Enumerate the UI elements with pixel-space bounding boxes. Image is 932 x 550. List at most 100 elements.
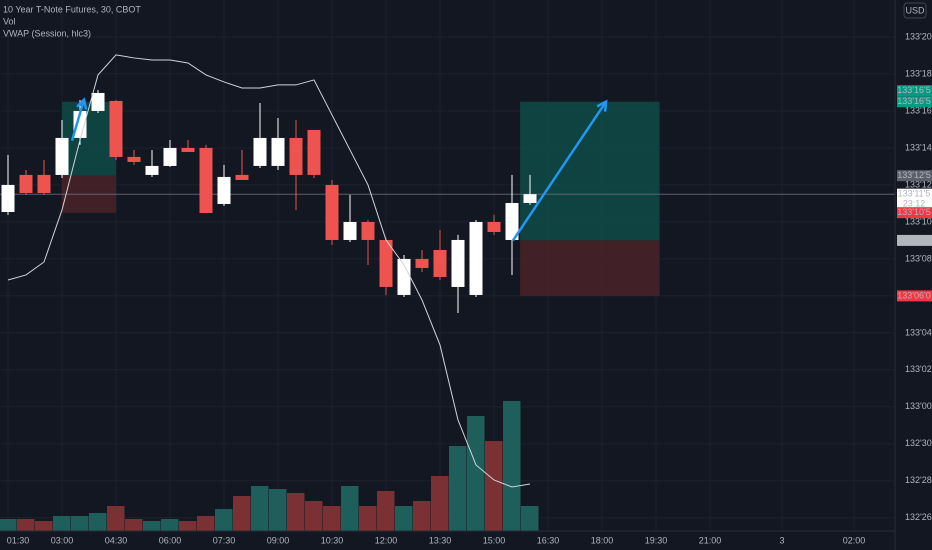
volume-bar [197, 516, 215, 531]
price-label-box [897, 234, 932, 246]
volume-bar [521, 506, 539, 531]
y-tick-label: 133'02'0 [905, 364, 932, 374]
candle-body [55, 137, 69, 175]
stop-zone [520, 240, 660, 296]
price-label-box [897, 290, 932, 302]
volume-bar [323, 506, 341, 531]
profit-zone [62, 101, 116, 176]
volume-bar [125, 519, 143, 531]
price-label: 133'09'0 [897, 235, 930, 245]
indicator-label: Vol [3, 16, 16, 26]
arrow-head [596, 99, 608, 112]
x-tick-label: 07:30 [213, 535, 236, 545]
price-label: 133'10'5 [897, 207, 930, 217]
candle-body [505, 202, 519, 240]
y-tick-label: 133'18'0 [905, 68, 932, 78]
x-tick-label: 12:00 [375, 535, 398, 545]
price-label: 133'16'5 [897, 85, 930, 95]
countdown: 23:12 [903, 199, 926, 209]
candle-body [325, 184, 339, 240]
arrow [511, 101, 608, 242]
volume-bar [233, 496, 251, 531]
y-tick-label: 132'28'0 [905, 475, 932, 485]
candle-body [397, 258, 411, 295]
x-tick-label: 06:00 [159, 535, 182, 545]
x-tick-label: 01:30 [7, 535, 30, 545]
price-label-box [897, 85, 932, 97]
price-label-box [897, 96, 932, 108]
volume-bar [53, 516, 71, 531]
volume-bar [431, 476, 449, 531]
x-tick-label: 16:30 [537, 535, 560, 545]
price-label: 133'16'5 [897, 96, 930, 106]
arrow-head [76, 97, 88, 110]
y-tick-label: 133'12'0 [905, 179, 932, 189]
volume-bar [359, 506, 377, 531]
volume-bar [89, 513, 107, 531]
candle-body [19, 174, 33, 193]
price-label-box [897, 207, 932, 219]
x-tick-label: 10:30 [321, 535, 344, 545]
candle-body [289, 137, 303, 175]
vwap-line [7, 54, 531, 488]
candle-body [523, 194, 537, 203]
candle-body [343, 221, 357, 240]
candle-body [379, 239, 393, 287]
x-tick-label: 19:30 [645, 535, 668, 545]
volume-bar [305, 501, 323, 531]
volume-bar [0, 519, 17, 531]
volume-bar [413, 501, 431, 531]
x-tick-label: 13:30 [429, 535, 452, 545]
y-tick-label: 133'04'0 [905, 327, 932, 337]
volume-bar [251, 486, 269, 531]
volume-bar [485, 441, 503, 531]
volume-bar [161, 519, 179, 531]
candle-body [253, 137, 267, 166]
y-tick-label: 133'00'0 [905, 401, 932, 411]
candle-body [109, 100, 123, 157]
currency-label: USD [905, 5, 925, 15]
volume-bar [395, 506, 413, 531]
volume-bar [35, 521, 53, 531]
volume-bar [215, 509, 233, 531]
y-tick-label: 133'16'0 [905, 105, 932, 115]
volume-bar [341, 486, 359, 531]
x-tick-label: 03:00 [51, 535, 74, 545]
profit-zone [520, 101, 660, 241]
candle-body [1, 184, 15, 212]
currency-button[interactable] [903, 2, 927, 19]
candle-body [73, 110, 87, 138]
volume-bar [143, 521, 161, 531]
candle-body [217, 176, 231, 204]
volume-bar [17, 519, 35, 531]
price-label: 133'06'0 [897, 290, 930, 300]
y-tick-label: 133'08'0 [905, 253, 932, 263]
candle-body [307, 129, 321, 175]
x-tick-label: 02:00 [843, 535, 866, 545]
y-tick-label: 133'10'0 [905, 216, 932, 226]
candle-body [145, 165, 159, 175]
x-tick-label: 3 [779, 535, 784, 545]
x-tick-label: 18:00 [591, 535, 614, 545]
candle-body [181, 147, 195, 152]
volume-bar [467, 416, 485, 531]
volume-bar [179, 521, 197, 531]
y-tick-label: 132'26'0 [905, 512, 932, 522]
candle-body [451, 239, 465, 287]
price-label-box [897, 188, 932, 211]
indicator-label: VWAP (Session, hlc3) [3, 28, 91, 38]
candle-body [199, 147, 213, 213]
chart-title: 10 Year T-Note Futures, 30, CBOT [3, 4, 141, 14]
y-tick-label: 133'20'0 [905, 31, 932, 41]
volume-bar [71, 516, 89, 531]
x-tick-label: 15:00 [483, 535, 506, 545]
candle-body [415, 258, 429, 268]
x-tick-label: 04:30 [105, 535, 128, 545]
x-tick-label: 09:00 [267, 535, 290, 545]
candle-body [127, 156, 141, 162]
volume-bar [287, 493, 305, 531]
candle-body [469, 221, 483, 295]
volume-bar [269, 489, 287, 531]
candle-body [235, 174, 249, 180]
